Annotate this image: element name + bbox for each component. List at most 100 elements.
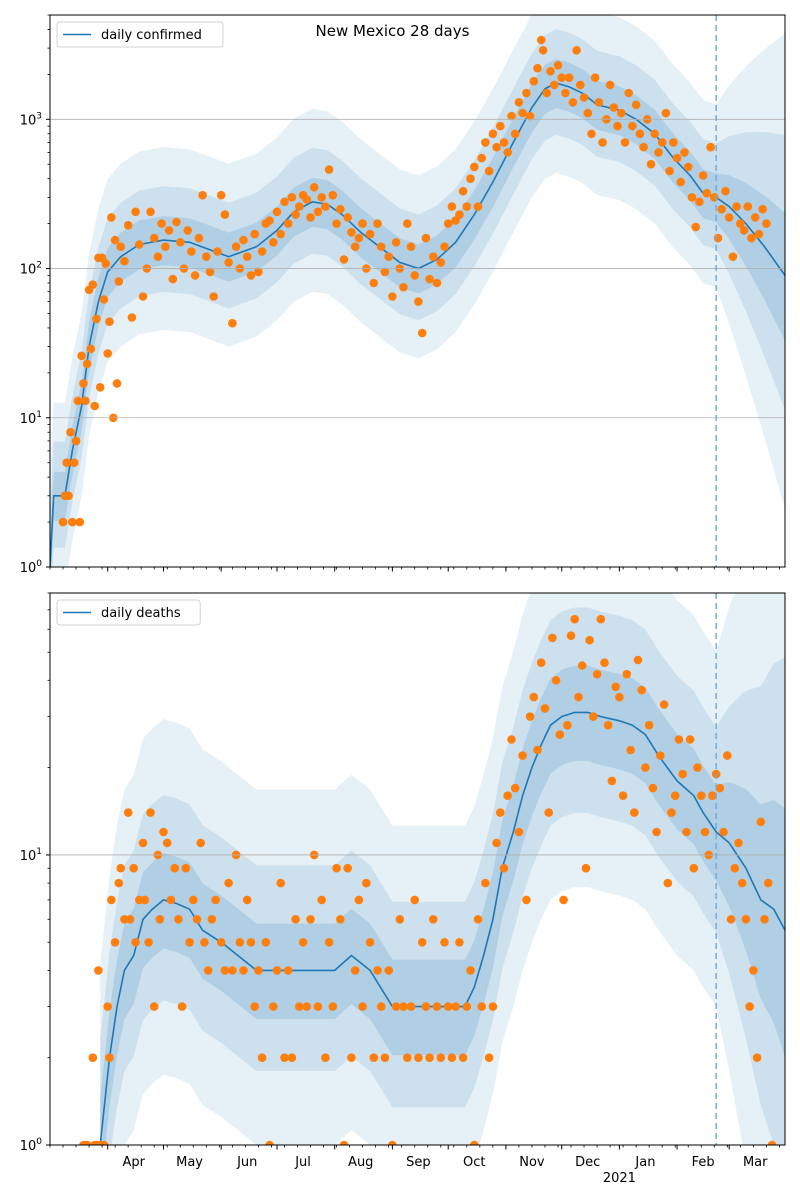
observed-point — [254, 966, 263, 975]
observed-point — [589, 712, 598, 721]
observed-point — [110, 938, 120, 947]
x-tick-label: Nov — [519, 1155, 545, 1170]
observed-point — [365, 938, 375, 947]
observed-point — [203, 966, 213, 975]
observed-point — [321, 1053, 330, 1062]
observed-point — [723, 751, 732, 760]
observed-point — [94, 966, 103, 975]
observed-point — [669, 138, 678, 147]
observed-point — [429, 252, 438, 261]
observed-point — [157, 219, 166, 228]
observed-point — [432, 278, 442, 288]
observed-point — [123, 808, 133, 817]
observed-point — [172, 217, 181, 227]
observed-point — [680, 148, 689, 157]
observed-point — [242, 252, 252, 261]
observed-point — [291, 210, 300, 219]
observed-point — [630, 808, 639, 817]
observed-point — [99, 1140, 109, 1145]
observed-point — [283, 219, 293, 228]
observed-point — [103, 349, 112, 358]
model-series-line — [99, 711, 785, 1145]
observed-point — [644, 720, 654, 730]
observed-point — [291, 915, 300, 924]
x-tick-label: Jun — [236, 1155, 257, 1170]
observed-point — [462, 202, 472, 211]
observed-point — [116, 242, 125, 251]
observed-point — [62, 458, 71, 468]
x-tick-label: Jan — [634, 1155, 655, 1170]
observed-point — [365, 229, 375, 239]
observed-point — [665, 166, 674, 176]
observed-point — [138, 292, 148, 301]
observed-point — [613, 121, 622, 131]
observed-point — [388, 292, 397, 301]
observed-point — [235, 938, 245, 947]
observed-point — [75, 517, 85, 527]
observed-point — [440, 242, 449, 251]
observed-point — [384, 966, 394, 975]
observed-point — [499, 138, 509, 147]
observed-point — [492, 838, 501, 848]
observed-point — [447, 202, 457, 211]
observed-point — [672, 153, 682, 163]
observed-point — [69, 458, 79, 468]
observed-point — [451, 1002, 460, 1011]
observed-point — [563, 720, 572, 730]
x-tick-label: May — [176, 1155, 203, 1170]
observed-point — [153, 252, 163, 261]
observed-point — [540, 704, 550, 713]
observed-point — [477, 153, 487, 163]
observed-point — [572, 46, 581, 55]
observed-point — [507, 111, 516, 121]
observed-point — [105, 1053, 114, 1062]
observed-point — [192, 915, 202, 924]
observed-point — [503, 791, 512, 800]
chart-panel-1: 100 101 102 103 New Mexico 28 days daily conf… — [20, 14, 786, 576]
observed-point — [339, 255, 349, 264]
observed-point — [58, 517, 68, 527]
observed-point — [481, 138, 490, 147]
observed-point — [166, 895, 176, 905]
observed-point — [168, 274, 178, 284]
observed-point — [764, 878, 773, 888]
observed-point — [559, 895, 568, 905]
legend: daily confirmed — [56, 21, 224, 48]
x-tick-label: Oct — [463, 1155, 485, 1170]
x-tick-label: Jul — [294, 1155, 311, 1170]
observed-point — [187, 247, 196, 256]
observed-point — [724, 213, 734, 222]
observed-point — [564, 73, 574, 82]
observed-point — [536, 35, 546, 45]
observed-point — [176, 238, 185, 247]
observed-point — [700, 827, 710, 837]
observed-point — [127, 313, 137, 322]
observed-point — [120, 256, 129, 266]
y-tick-label: 102 — [20, 261, 42, 278]
observed-point — [395, 915, 405, 924]
observed-point — [332, 863, 341, 873]
observed-point — [698, 171, 708, 180]
observed-point — [194, 233, 204, 243]
observed-point — [302, 195, 312, 204]
observed-point — [283, 966, 293, 975]
observed-point — [754, 229, 764, 239]
observed-point — [239, 235, 248, 245]
observed-point — [570, 614, 579, 624]
observed-point — [254, 267, 263, 277]
observed-point — [90, 401, 99, 411]
observed-point — [276, 878, 286, 888]
observed-point — [756, 817, 766, 827]
observed-point — [265, 1140, 274, 1145]
observed-point — [309, 183, 319, 192]
observed-point — [551, 676, 561, 685]
observed-point — [713, 233, 723, 243]
observed-point — [354, 233, 364, 243]
observed-point — [114, 277, 124, 286]
observed-point — [110, 235, 120, 245]
observed-point — [566, 631, 576, 640]
observed-point — [585, 635, 594, 645]
observed-point — [373, 966, 382, 975]
observed-point — [663, 878, 673, 888]
observed-point — [149, 1002, 159, 1011]
